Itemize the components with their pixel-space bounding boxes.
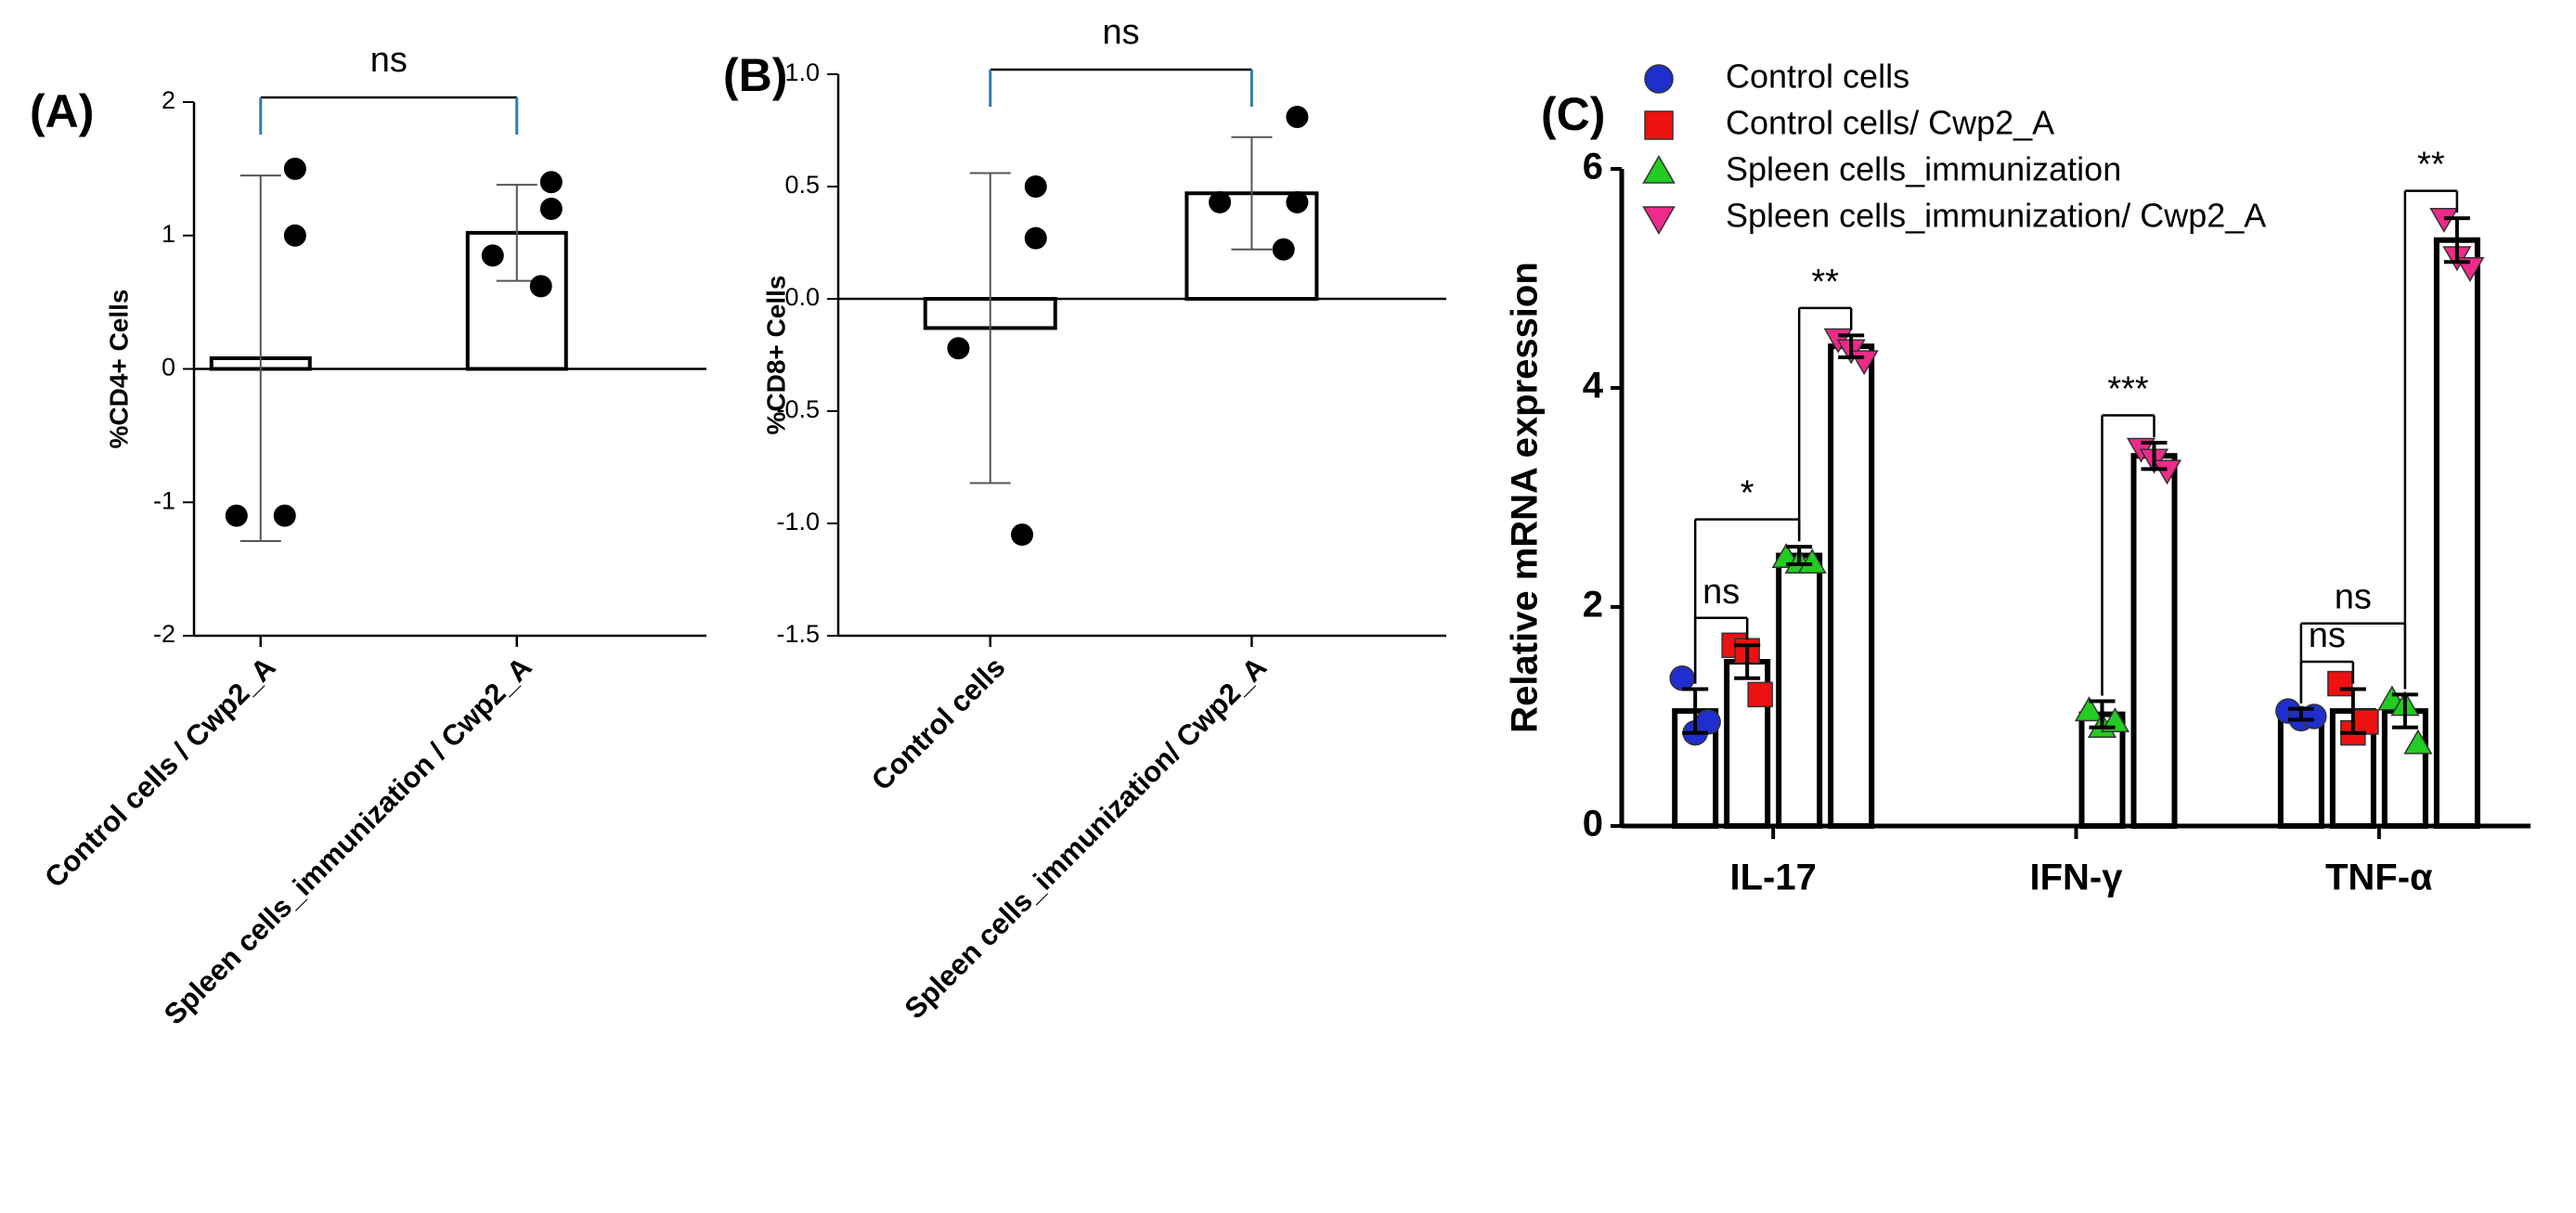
y-tick-label: 2 — [162, 86, 175, 114]
x-tick-label: IL-17 — [1729, 858, 1816, 898]
significance-label: ns — [1702, 573, 1740, 612]
x-tick-label: IFN-γ — [2030, 858, 2124, 898]
point — [1669, 665, 1695, 691]
point — [283, 157, 306, 180]
significance-label: ns — [1103, 13, 1140, 52]
significance-label: *** — [2107, 370, 2149, 409]
panel-label: (C) — [1541, 88, 1605, 140]
point — [2074, 696, 2104, 722]
point — [1209, 190, 1232, 213]
point — [1286, 105, 1309, 128]
point — [1642, 155, 1676, 184]
significance-label: ns — [2309, 616, 2346, 655]
point — [529, 275, 552, 298]
point — [1644, 110, 1674, 140]
point — [1024, 175, 1047, 198]
point — [1642, 206, 1676, 235]
bar — [2277, 711, 2324, 830]
bar — [1776, 552, 1823, 829]
point — [481, 244, 504, 267]
y-tick-label: -2 — [153, 620, 175, 648]
x-tick-label: Control cells — [865, 651, 1012, 797]
y-tick-label: 0 — [162, 354, 175, 381]
bar — [2130, 453, 2178, 829]
y-tick-label: -1.5 — [776, 620, 820, 648]
point — [283, 224, 306, 247]
x-tick-label: TNF-α — [2325, 858, 2433, 898]
point — [1797, 548, 1827, 574]
y-tick-label: -0.5 — [776, 395, 820, 423]
point — [1011, 523, 1034, 547]
point — [1272, 238, 1295, 261]
y-tick-label: 4 — [1583, 366, 1604, 406]
point — [539, 198, 563, 220]
bar — [1828, 343, 1875, 830]
point — [1695, 709, 1721, 735]
y-tick-label: -1.0 — [776, 508, 820, 536]
y-axis-title: Relative mRNA expression — [1505, 262, 1546, 733]
y-tick-label: 0.5 — [784, 171, 820, 199]
legend-label: Spleen cells_immunization/ Cwp2_A — [1726, 197, 2266, 235]
legend-label: Control cells/ Cwp2_A — [1726, 104, 2054, 142]
significance-label: ** — [2417, 146, 2445, 185]
point — [2403, 729, 2433, 755]
point — [2353, 709, 2379, 735]
point — [1747, 681, 1773, 708]
point — [2152, 459, 2182, 485]
y-tick-label: 6 — [1583, 147, 1603, 187]
panel-label: (A) — [30, 85, 94, 137]
y-tick-label: 1 — [162, 220, 175, 248]
point — [539, 171, 563, 194]
point — [1024, 226, 1047, 250]
bar — [2329, 708, 2376, 829]
point — [225, 504, 248, 527]
x-tick-label: Control cells / Cwp2_A — [38, 651, 281, 894]
significance-label: ns — [2335, 578, 2372, 617]
y-tick-label: 0.0 — [784, 283, 820, 311]
panel-label: (B) — [723, 49, 787, 101]
point — [1286, 190, 1309, 213]
significance-label: ** — [1811, 263, 1839, 302]
legend-label: Control cells — [1726, 58, 1909, 96]
y-tick-label: 0 — [1583, 804, 1603, 845]
y-tick-label: 2 — [1583, 585, 1603, 626]
point — [2327, 670, 2353, 697]
y-tick-label: -1 — [153, 486, 175, 514]
significance-label: ns — [370, 41, 408, 80]
point — [947, 337, 970, 360]
point — [273, 504, 296, 527]
y-axis-title: %CD4+ Cells — [104, 290, 133, 449]
y-axis-title: %CD8+ Cells — [761, 276, 790, 435]
legend-label: Spleen cells_immunization — [1726, 150, 2121, 188]
bar — [2381, 708, 2428, 829]
y-tick-label: 1.0 — [784, 58, 820, 86]
significance-label: * — [1741, 474, 1754, 513]
point — [1644, 64, 1674, 94]
bar — [2433, 237, 2480, 829]
